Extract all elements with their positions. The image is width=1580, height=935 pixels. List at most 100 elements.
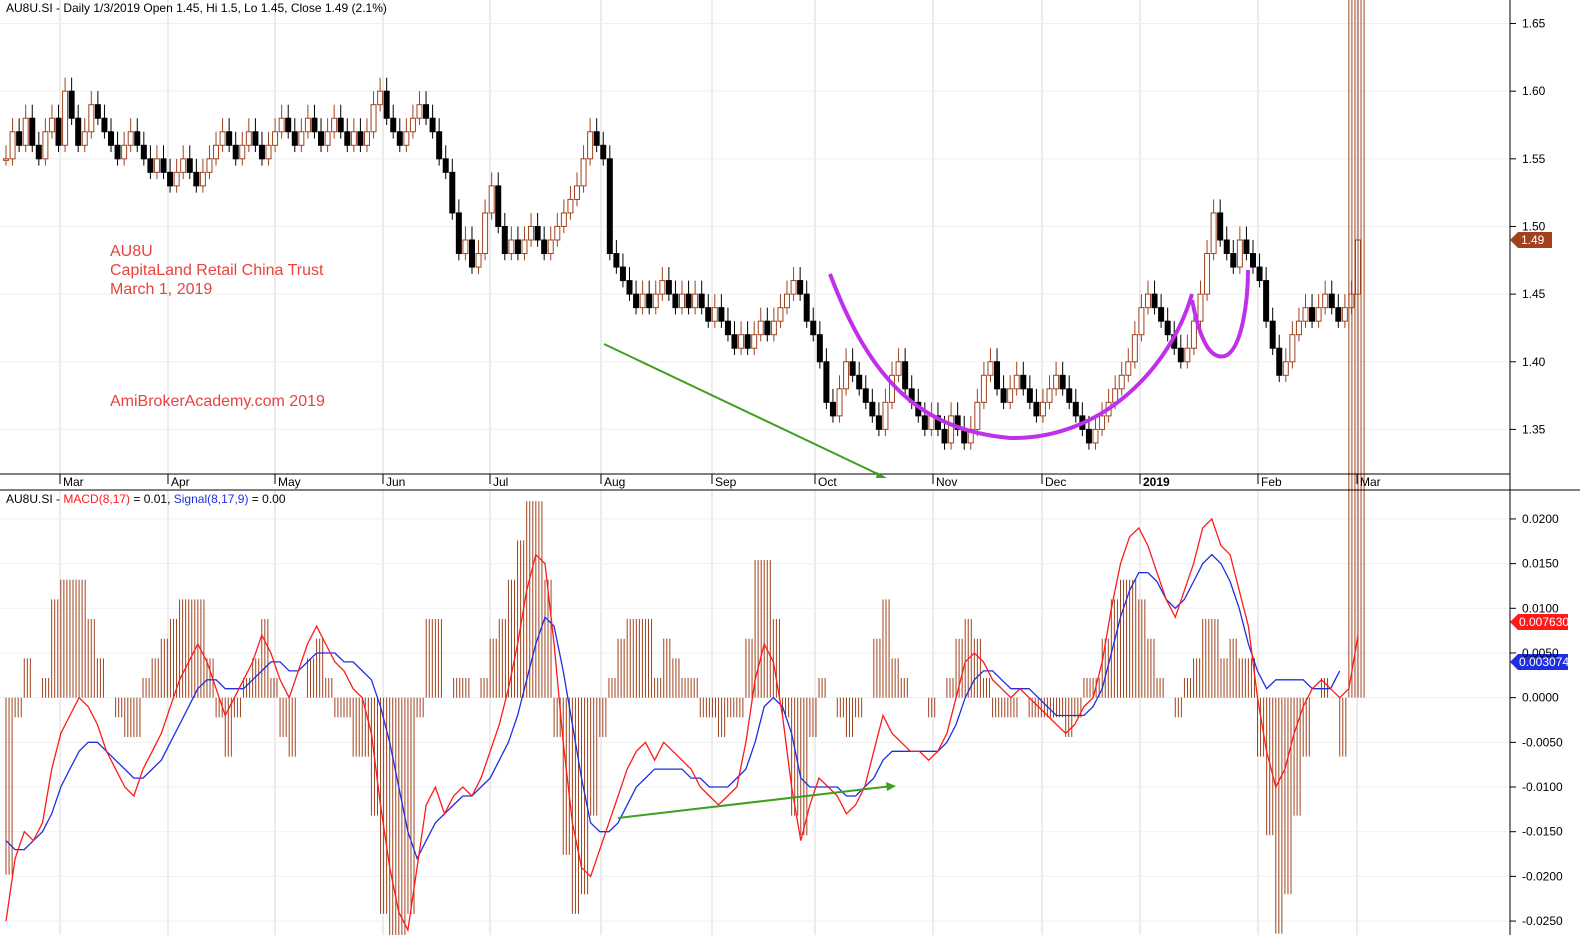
candle-body <box>613 253 620 268</box>
candle-body <box>738 334 745 349</box>
candle-body <box>744 334 751 349</box>
month-label: Jul <box>493 475 508 489</box>
candle-body <box>357 131 364 146</box>
candle-body <box>42 131 49 160</box>
candle-body <box>1099 415 1106 430</box>
candle-body <box>475 253 482 268</box>
candle-body <box>81 131 88 146</box>
candle-body <box>173 171 180 187</box>
candle-body <box>1230 253 1237 268</box>
macd-uptrend-line <box>617 785 893 819</box>
price-y-label: 1.40 <box>1522 355 1546 369</box>
candle-body <box>705 307 712 322</box>
candle-body <box>948 415 955 444</box>
candle-body <box>1053 374 1060 390</box>
candle-body <box>383 90 390 119</box>
candle-body <box>390 117 397 133</box>
candle-body <box>1000 388 1007 403</box>
signal-value-tag-shape <box>1510 654 1568 670</box>
candle-body <box>1085 428 1092 444</box>
candle-body <box>619 266 626 282</box>
candle-body <box>803 293 810 322</box>
annotation-company: CapitaLand Retail China Trust <box>110 262 324 279</box>
candle-body <box>337 117 344 133</box>
candle-body <box>311 117 318 133</box>
candle-body <box>724 320 731 336</box>
candle-body <box>593 131 600 146</box>
macd-y-label: -0.0100 <box>1522 780 1563 794</box>
candle-body <box>108 131 115 146</box>
candle-body <box>764 320 771 336</box>
price-y-label: 1.65 <box>1522 17 1546 31</box>
annotation-date: March 1, 2019 <box>110 281 212 298</box>
macd-header-prefix: AU8U.SI - <box>6 492 63 506</box>
candle-body <box>22 117 29 146</box>
candle-body <box>514 239 521 255</box>
candle-body <box>1072 401 1079 417</box>
candle-body <box>1315 307 1322 322</box>
candle-body <box>895 361 902 376</box>
last-price-tag: 1.49 <box>1510 232 1552 248</box>
candle-body <box>980 374 987 403</box>
candle-body <box>1289 334 1296 363</box>
candle-body <box>285 117 292 133</box>
candle-body <box>219 131 226 146</box>
month-label: 2019 <box>1143 475 1170 489</box>
candle-body <box>954 415 961 430</box>
candle-body <box>652 293 659 309</box>
candle-body <box>1151 293 1158 309</box>
candle-body <box>1177 347 1184 363</box>
candle-body <box>1295 320 1302 336</box>
macd-y-label: -0.0050 <box>1522 735 1563 749</box>
candle-body <box>1309 307 1316 322</box>
candle-body <box>521 239 528 255</box>
candle-body <box>232 144 239 160</box>
macd-header: AU8U.SI - MACD(8,17) = 0.01, Signal(8,17… <box>6 492 286 506</box>
candle-body <box>528 225 535 241</box>
candle-body <box>1190 320 1197 349</box>
candle-body <box>941 428 948 444</box>
candle-body <box>278 117 285 133</box>
macd-y-label: -0.0200 <box>1522 869 1563 883</box>
candle-body <box>692 293 699 309</box>
price-y-label: 1.55 <box>1522 152 1546 166</box>
candle-body <box>810 320 817 336</box>
candle-body <box>869 401 876 417</box>
candle-body <box>206 158 213 173</box>
candle-body <box>797 280 804 295</box>
candle-body <box>416 104 423 119</box>
candle-body <box>370 104 377 133</box>
candle-body <box>396 131 403 146</box>
candle-body <box>1144 293 1151 309</box>
candle-body <box>213 144 220 160</box>
price-y-label: 1.60 <box>1522 84 1546 98</box>
candle-body <box>770 320 777 336</box>
candle-body <box>1322 293 1329 309</box>
candle-body <box>987 361 994 376</box>
candle-body <box>1066 388 1073 403</box>
macd-y-label: 0.0150 <box>1522 557 1559 571</box>
candle-body <box>160 158 167 173</box>
price-header: AU8U.SI - Daily 1/3/2019 Open 1.45, Hi 1… <box>6 1 387 15</box>
candle-body <box>560 212 567 227</box>
candle-body <box>1013 374 1020 390</box>
candle-body <box>665 280 672 295</box>
candle-body <box>193 171 200 187</box>
candle-body <box>554 225 561 241</box>
price-y-label: 1.50 <box>1522 219 1546 233</box>
price-pane <box>3 77 1361 450</box>
cup-curve <box>828 273 1194 441</box>
candle-body <box>199 171 206 187</box>
signal-header-value: = 0.00 <box>248 492 285 506</box>
month-label: May <box>278 475 301 489</box>
candle-body <box>62 90 69 146</box>
candle-body <box>1210 212 1217 255</box>
macd-y-label: -0.0250 <box>1522 914 1563 928</box>
candle-body <box>55 117 62 146</box>
candle-body <box>239 144 246 160</box>
price-trend-arrowhead <box>876 472 887 478</box>
candle-body <box>646 293 653 309</box>
candle-body <box>501 225 508 255</box>
